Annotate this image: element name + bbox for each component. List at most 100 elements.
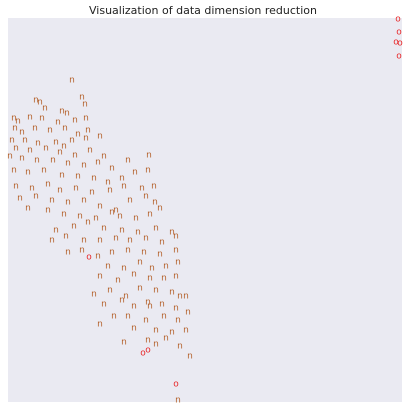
point-label: n [81, 236, 87, 246]
point-label: n [7, 152, 13, 162]
point-label: n [29, 184, 35, 194]
point-label: n [64, 109, 70, 119]
point-label: n [101, 300, 107, 310]
point-label: n [9, 136, 15, 146]
point-label: n [123, 292, 129, 302]
point-label: n [95, 158, 101, 168]
point-label: n [173, 272, 179, 282]
point-label: n [143, 192, 149, 202]
point-label: n [175, 396, 181, 406]
point-label: n [11, 114, 17, 124]
point-label: n [53, 226, 59, 236]
point-label: n [65, 198, 71, 208]
point-label: n [61, 210, 67, 220]
point-label: n [37, 98, 43, 108]
point-label: o [86, 253, 92, 263]
point-label: o [145, 346, 151, 356]
chart-title: Visualization of data dimension reductio… [89, 4, 317, 17]
point-label: n [43, 144, 49, 154]
point-label: n [12, 124, 18, 134]
point-label: n [145, 298, 151, 308]
point-label: n [139, 184, 145, 194]
point-label: n [97, 236, 103, 246]
point-label: n [113, 206, 119, 216]
point-label: n [177, 342, 183, 352]
point-label: n [145, 336, 151, 346]
point-label: n [125, 246, 131, 256]
point-label: n [79, 246, 85, 256]
point-label: n [75, 172, 81, 182]
point-label: o [395, 15, 401, 25]
point-label: n [127, 196, 133, 206]
point-label: n [57, 186, 63, 196]
point-label: n [149, 264, 155, 274]
point-label: n [79, 93, 85, 103]
point-label: n [95, 252, 101, 262]
point-label: n [97, 132, 103, 142]
point-label: n [185, 308, 191, 318]
point-label: n [72, 151, 78, 161]
point-label: n [153, 340, 159, 350]
point-label: n [61, 142, 67, 152]
point-label: n [65, 159, 71, 169]
point-label: n [97, 202, 103, 212]
point-label: n [45, 180, 51, 190]
point-label: n [81, 196, 87, 206]
point-label: n [91, 290, 97, 300]
point-label: n [175, 316, 181, 326]
point-label: n [119, 296, 125, 306]
point-label: n [151, 182, 157, 192]
point-label: n [157, 250, 163, 260]
point-label: n [163, 262, 169, 272]
point-label: n [47, 126, 53, 136]
point-label: n [85, 126, 91, 136]
point-label: n [121, 264, 127, 274]
point-label: n [109, 208, 115, 218]
point-label: o [140, 349, 146, 359]
point-label: n [83, 134, 89, 144]
point-label: n [42, 104, 48, 114]
point-label: n [27, 146, 33, 156]
point-label: n [13, 182, 19, 192]
point-label: n [34, 156, 40, 166]
point-label: n [93, 214, 99, 224]
point-label: n [153, 224, 159, 234]
point-label: n [159, 300, 165, 310]
point-label: n [71, 222, 77, 232]
point-label: n [107, 286, 113, 296]
point-label: n [119, 174, 125, 184]
point-label: n [89, 188, 95, 198]
point-label: n [173, 304, 179, 314]
point-label: n [33, 192, 39, 202]
point-label: o [393, 38, 399, 48]
point-label: n [119, 226, 125, 236]
point-label: n [125, 156, 131, 166]
point-label: n [183, 292, 189, 302]
point-label: n [25, 204, 31, 214]
point-label: n [50, 156, 56, 166]
point-label: n [137, 284, 143, 294]
point-label: n [169, 288, 175, 298]
point-label: n [75, 130, 81, 140]
point-label: n [137, 258, 143, 268]
point-label: n [41, 166, 47, 176]
point-label: n [169, 328, 175, 338]
point-label: n [187, 352, 193, 362]
point-label: n [13, 144, 19, 154]
point-label: n [32, 124, 38, 134]
point-label: n [117, 212, 123, 222]
point-label: n [169, 228, 175, 238]
point-label: n [91, 174, 97, 184]
point-label: n [77, 212, 83, 222]
point-label: n [163, 334, 169, 344]
point-label: n [83, 114, 89, 124]
point-label: n [72, 116, 78, 126]
point-label: n [73, 184, 79, 194]
point-label: n [111, 312, 117, 322]
point-label: n [107, 186, 113, 196]
point-label: n [147, 210, 153, 220]
point-label: n [131, 270, 137, 280]
point-label: n [131, 324, 137, 334]
point-label: n [39, 114, 45, 124]
